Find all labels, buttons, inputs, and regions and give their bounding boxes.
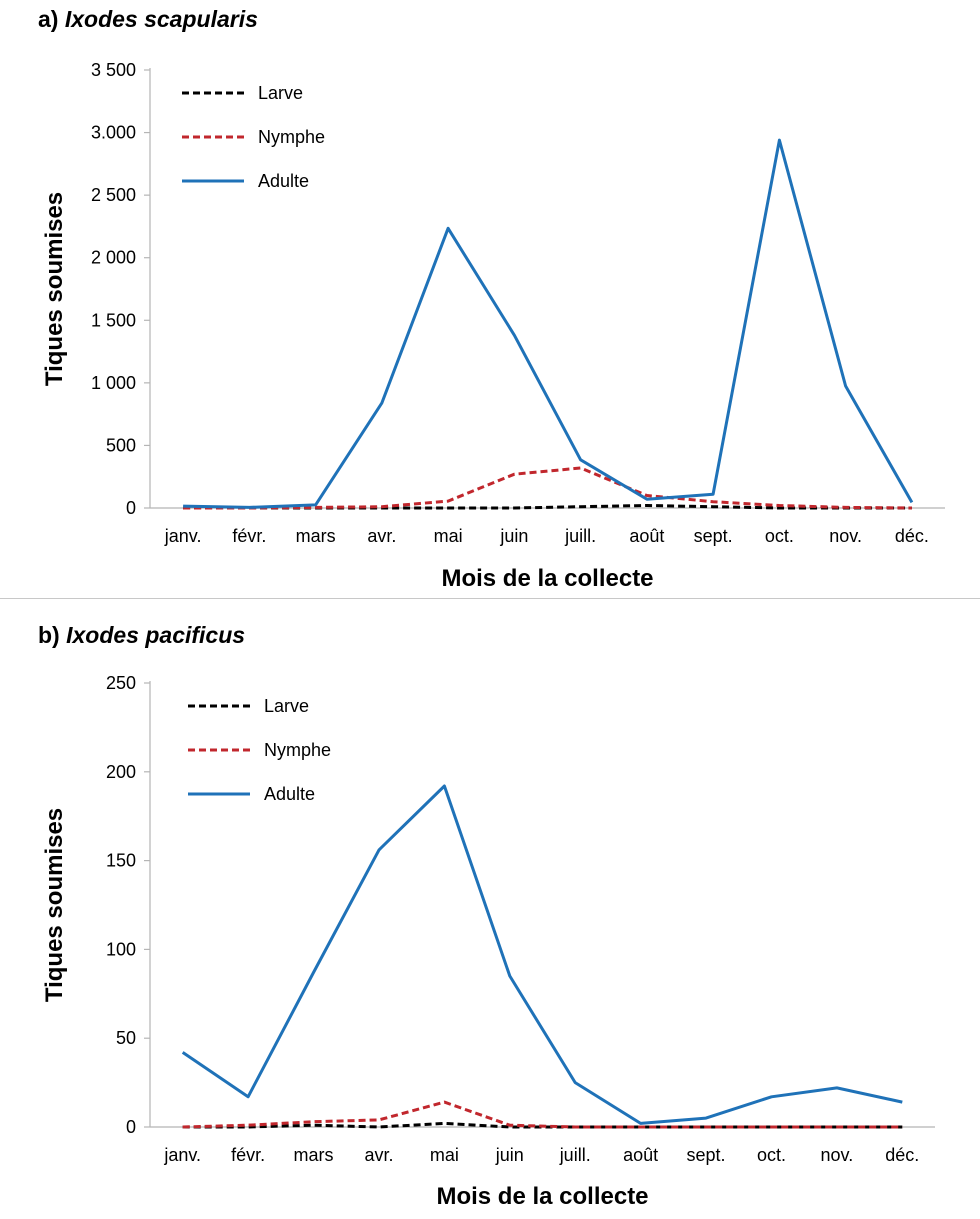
chart-title-b: b) Ixodes pacificus bbox=[38, 622, 245, 649]
line-chart-b: 0 50 100 150 200 250 janv. févr. mars avr. mai juin… bbox=[41, 673, 935, 1210]
y-tick-label: 2 000 bbox=[91, 248, 136, 268]
legend-label-larve: Larve bbox=[264, 696, 309, 716]
y-tick-label: 3.000 bbox=[91, 123, 136, 143]
legend-label-larve: Larve bbox=[258, 83, 303, 103]
x-tick-label: mars bbox=[296, 526, 336, 546]
panel-letter-a: a) bbox=[38, 6, 59, 32]
x-tick-label: mai bbox=[434, 526, 463, 546]
x-tick-label: avr. bbox=[367, 526, 396, 546]
x-tick-label: févr. bbox=[231, 1145, 265, 1165]
y-tick-label: 0 bbox=[126, 498, 136, 518]
y-tick-label: 1 500 bbox=[91, 310, 136, 330]
x-tick-label: déc. bbox=[885, 1145, 919, 1165]
x-tick-label: nov. bbox=[829, 526, 862, 546]
y-tick-label: 150 bbox=[106, 851, 136, 871]
x-tick-label: août bbox=[623, 1145, 658, 1165]
x-tick-label: juin bbox=[495, 1145, 524, 1165]
y-tick-label: 200 bbox=[106, 762, 136, 782]
x-tick-label: déc. bbox=[895, 526, 929, 546]
species-name-a: Ixodes scapularis bbox=[64, 6, 258, 32]
x-tick-label: mai bbox=[430, 1145, 459, 1165]
legend-label-nymphe: Nymphe bbox=[258, 127, 325, 147]
x-tick-label: sept. bbox=[687, 1145, 726, 1165]
y-tick-label: 250 bbox=[106, 673, 136, 693]
x-tick-label: févr. bbox=[232, 526, 266, 546]
x-axis-title: Mois de la collecte bbox=[436, 1183, 648, 1210]
series-line-adulte bbox=[181, 784, 903, 1125]
x-tick-label: avr. bbox=[364, 1145, 393, 1165]
panel-divider bbox=[0, 598, 980, 599]
legend-label-adulte: Adulte bbox=[264, 784, 315, 804]
x-tick-label: mars bbox=[294, 1145, 334, 1165]
series-line-nymphe bbox=[182, 1100, 903, 1129]
legend-label-adulte: Adulte bbox=[258, 171, 309, 191]
chart-title-a: a) Ixodes scapularis bbox=[38, 6, 258, 33]
x-tick-label: nov. bbox=[821, 1145, 854, 1165]
y-tick-label: 50 bbox=[116, 1028, 136, 1048]
x-tick-label: oct. bbox=[757, 1145, 786, 1165]
y-tick-label: 1 000 bbox=[91, 373, 136, 393]
chart-panel-b: b) Ixodes pacificus 0 50 100 150 200 250 janv.… bbox=[0, 600, 980, 1219]
y-tick-label: 3 500 bbox=[91, 60, 136, 80]
series-line-adulte bbox=[183, 138, 914, 509]
y-axis-title: Tiques soumises bbox=[41, 808, 68, 1002]
x-tick-label: juill. bbox=[564, 526, 596, 546]
x-axis-title: Mois de la collecte bbox=[441, 565, 653, 592]
x-tick-label: sept. bbox=[694, 526, 733, 546]
x-tick-label: juill. bbox=[559, 1145, 591, 1165]
x-tick-label: juin bbox=[499, 526, 528, 546]
species-name-b: Ixodes pacificus bbox=[66, 622, 246, 648]
x-tick-label: oct. bbox=[765, 526, 794, 546]
legend-label-nymphe: Nymphe bbox=[264, 740, 331, 760]
line-chart-a: 0 500 1 000 1 500 2 000 2 500 3.000 3 500 janv. f… bbox=[41, 60, 945, 592]
chart-panel-a: a) Ixodes scapularis 0 500 1 000 1 500 2 000… bbox=[0, 0, 980, 598]
x-tick-label: janv. bbox=[164, 526, 202, 546]
x-tick-label: janv. bbox=[163, 1145, 201, 1165]
panel-letter-b: b) bbox=[38, 622, 60, 648]
y-tick-label: 100 bbox=[106, 939, 136, 959]
y-tick-label: 500 bbox=[106, 435, 136, 455]
y-tick-label: 0 bbox=[126, 1117, 136, 1137]
x-tick-label: août bbox=[629, 526, 664, 546]
y-tick-label: 2 500 bbox=[91, 185, 136, 205]
y-axis-title: Tiques soumises bbox=[41, 192, 68, 386]
series-line-nymphe bbox=[183, 466, 912, 510]
